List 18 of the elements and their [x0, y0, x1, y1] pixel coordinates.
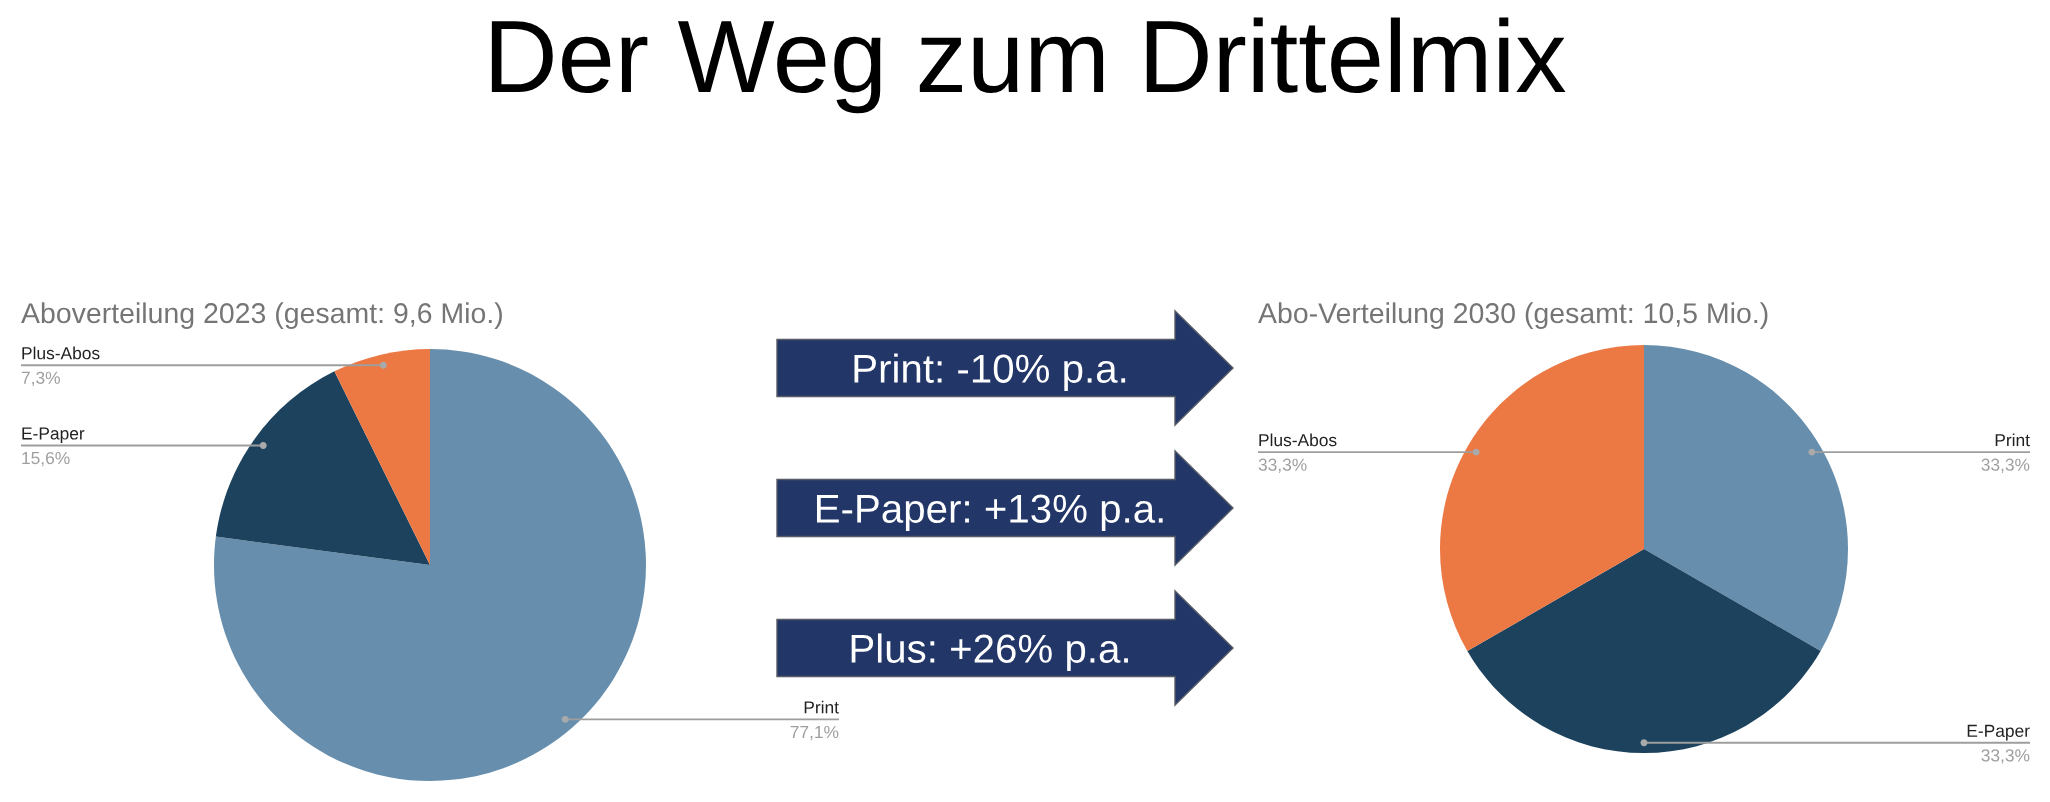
text: Der Weg zum Drittelmix — [491, 17, 1566, 114]
chart-title: Aboverteilung 2023 (gesamt: 9,6 Mio.) — [21, 302, 502, 329]
data-label: 7,3% — [21, 371, 60, 386]
data-label: 33,3% — [1981, 749, 2030, 764]
slice-label: Plus-Abos — [1259, 433, 1337, 447]
data-label: 77,1% — [790, 725, 839, 741]
data-label: 33,3% — [1258, 458, 1307, 473]
text: Plus: +26% p.a. — [851, 633, 1128, 671]
slice-label: E-Paper — [22, 427, 85, 444]
chart-title: Abo-Verteilung 2030 (gesamt: 10,5 Mio.) — [1258, 302, 1768, 329]
slice-label: Plus-Abos — [22, 346, 100, 360]
text: E-Paper: +13% p.a. — [816, 494, 1163, 531]
slice-label: E-Paper — [1967, 724, 2030, 741]
data-label: 15,6% — [22, 451, 70, 467]
text: Print: -10% p.a. — [854, 353, 1126, 391]
data-label: 33,3% — [1981, 458, 2030, 473]
slice-label: Print — [804, 700, 839, 714]
slice-label: Print — [1995, 433, 2030, 447]
